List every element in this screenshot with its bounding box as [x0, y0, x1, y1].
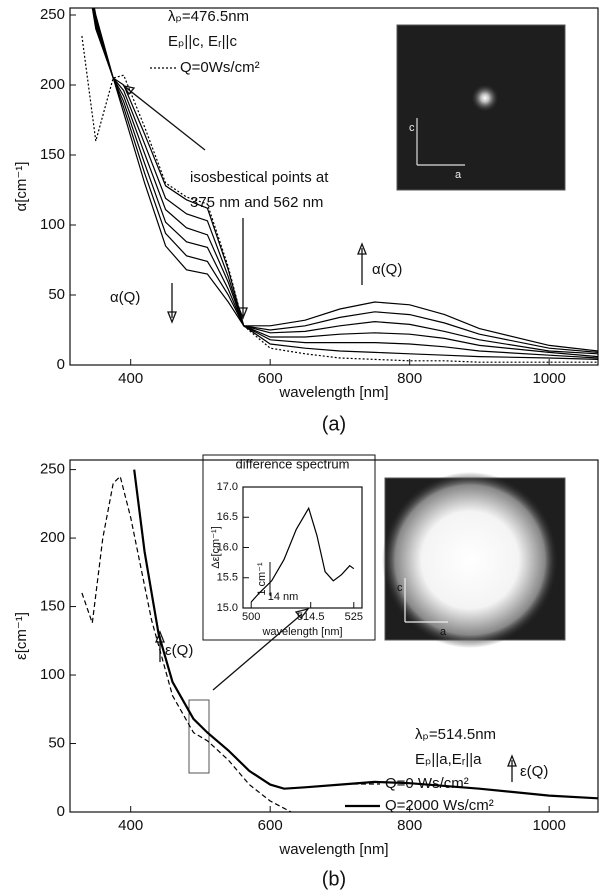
image-label: c	[409, 122, 415, 134]
annotations-a: λₚ=476.5nm Eₚ||c, Eᵣ||c isosbestical poi…	[110, 8, 402, 324]
series-line	[250, 506, 355, 603]
y-tick-label: 0	[57, 803, 65, 820]
image-label: a	[455, 169, 462, 181]
annotation: Eₚ||c, Eᵣ||c	[168, 33, 237, 50]
annotation: isosbestical points at	[190, 169, 329, 186]
y-tick-label: 100	[40, 666, 65, 683]
inset-title: difference spectrum	[236, 456, 350, 471]
x-tick-label: 600	[258, 817, 283, 834]
image-label: c	[397, 582, 403, 594]
y-axis-label: Δε[cm⁻¹]	[210, 526, 222, 569]
x-tick-label: 514.5	[297, 611, 325, 623]
annotation: ε(Q)	[520, 763, 548, 780]
annotation: 14 nm	[268, 591, 299, 603]
y-tick-label: 250	[40, 6, 65, 23]
y-axis-label: α[cm⁻¹]	[13, 162, 30, 212]
y-tick-label: 15.0	[217, 602, 238, 614]
x-tick-label: 525	[345, 611, 363, 623]
annotation: ε(Q)	[165, 642, 193, 659]
x-axis-label: wavelength [nm]	[261, 626, 342, 638]
image-label: a	[440, 626, 447, 638]
x-tick-label: 500	[242, 611, 260, 623]
y-tick-label: 150	[40, 146, 65, 163]
x-tick-label: 800	[397, 817, 422, 834]
legend-label: Q=0Ws/cm²	[180, 59, 260, 76]
legend-label: Q=2000 Ws/cm²	[385, 797, 494, 814]
y-tick-label: 50	[48, 286, 65, 303]
x-tick-label: 1000	[532, 370, 565, 387]
annotation: α(Q)	[110, 289, 140, 306]
annotation: Eₚ||a,Eᵣ||a	[415, 751, 482, 768]
y-tick-label: 150	[40, 598, 65, 615]
y-tick-label: 250	[40, 461, 65, 478]
x-tick-label: 800	[397, 370, 422, 387]
chart-1: 0 50 100 150 200 250 400 600 800 1000 wavelength […	[13, 459, 599, 890]
y-tick-label: 200	[40, 529, 65, 546]
photo-a: c a	[396, 24, 566, 191]
y-tick-label: 16.0	[217, 541, 238, 553]
series-line	[133, 469, 598, 800]
plot-frame	[69, 7, 599, 366]
annotation: α(Q)	[372, 261, 402, 278]
series-line	[81, 475, 292, 812]
y-tick-label: 0	[57, 356, 65, 373]
annotation: 375 nm and 562 nm	[190, 194, 323, 211]
y-tick-label: 16.5	[217, 511, 238, 523]
y-tick-label: 50	[48, 734, 65, 751]
photo-b: c a	[382, 472, 566, 648]
x-tick-label: 400	[118, 817, 143, 834]
annotations-b: λₚ=514.5nm Eₚ||a,Eᵣ||a ε(Q) ε(Q) 1 cm⁻¹ …	[155, 562, 548, 782]
y-tick-label: 17.0	[217, 481, 238, 493]
annotation: λₚ=514.5nm	[415, 726, 496, 743]
x-axis-label: wavelength [nm]	[278, 841, 388, 858]
series-line	[93, 8, 598, 352]
chart-0: 0 50 100 150 200 250 400 600 800 1000 wavelength […	[13, 6, 599, 435]
y-tick-label: 15.5	[217, 572, 238, 584]
x-axis-label: wavelength [nm]	[278, 384, 388, 401]
panel-caption: (b)	[322, 868, 346, 890]
annotation: λₚ=476.5nm	[168, 8, 249, 25]
y-axis-label: ε[cm⁻¹]	[13, 612, 30, 660]
chart-2: 15.0 15.5 16.0 16.5 17.0 500 514.5 525wavelengt…	[210, 456, 363, 637]
y-tick-label: 100	[40, 216, 65, 233]
y-tick-label: 200	[40, 76, 65, 93]
x-tick-label: 400	[118, 370, 143, 387]
x-tick-label: 1000	[532, 817, 565, 834]
plot-frame	[69, 459, 599, 813]
panel-caption: (a)	[322, 413, 346, 435]
x-tick-label: 600	[258, 370, 283, 387]
